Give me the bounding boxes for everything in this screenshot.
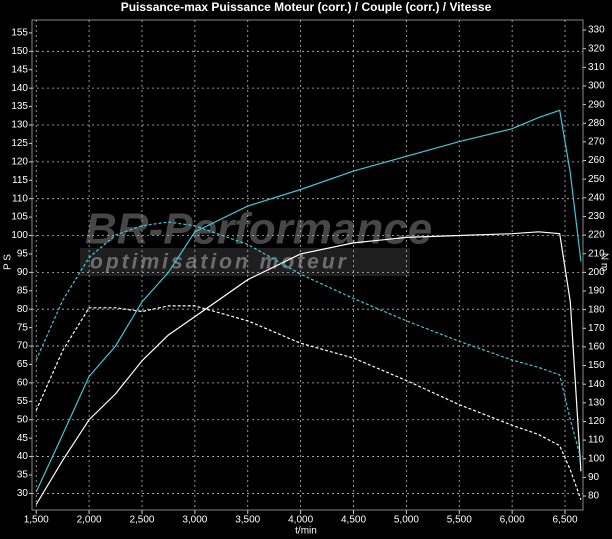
plot-layer: 1,500 2,000 2,500 3,000 3,500 4,000 4,500 5,000… bbox=[11, 20, 605, 526]
y-tick-label: 40 bbox=[17, 451, 29, 462]
y2-tick-label: 290 bbox=[588, 99, 605, 110]
y-tick-label: 65 bbox=[17, 359, 29, 370]
plot-area bbox=[31, 19, 584, 511]
y-tick-label: 55 bbox=[17, 396, 29, 407]
y2-axis-label: N m bbox=[598, 253, 609, 271]
y2-tick-label: 330 bbox=[588, 25, 605, 36]
y-tick-label: 95 bbox=[17, 249, 29, 260]
x-tick-label: 2,000 bbox=[77, 515, 102, 526]
y-tick-label: 150 bbox=[11, 46, 28, 57]
y2-tick-label: 300 bbox=[588, 81, 605, 92]
y2-tick-label: 150 bbox=[588, 360, 605, 371]
y-tick-label: 70 bbox=[17, 341, 29, 352]
series-line bbox=[35, 109, 582, 493]
y2-tick-label: 260 bbox=[588, 155, 605, 166]
y-tick-label: 110 bbox=[12, 193, 28, 204]
y2-tick-label: 220 bbox=[588, 230, 605, 241]
y-tick-label: 105 bbox=[11, 212, 28, 223]
x-tick-label: 3,000 bbox=[182, 515, 207, 526]
y-tick-label: 120 bbox=[11, 156, 28, 167]
y2-tick-label: 250 bbox=[588, 174, 605, 185]
y2-tick-label: 230 bbox=[588, 211, 605, 222]
x-tick-label: 1,500 bbox=[24, 515, 49, 526]
y2-tick-label: 90 bbox=[588, 472, 600, 483]
y-axis-label: P S bbox=[3, 254, 14, 270]
y-tick-label: 45 bbox=[17, 433, 29, 444]
y-tick-label: 80 bbox=[17, 304, 29, 315]
y-tick-label: 75 bbox=[17, 322, 29, 333]
y-tick-label: 85 bbox=[17, 285, 29, 296]
y2-tick-label: 320 bbox=[588, 43, 605, 54]
y2-tick-label: 120 bbox=[588, 416, 605, 427]
y-tick-label: 30 bbox=[17, 488, 29, 499]
y-tick-label: 135 bbox=[11, 101, 28, 112]
y2-tick-label: 180 bbox=[588, 304, 605, 315]
y2-tick-label: 270 bbox=[588, 137, 605, 148]
x-tick-label: 4,500 bbox=[341, 515, 366, 526]
y-tick-label: 35 bbox=[17, 470, 29, 481]
y2-tick-label: 170 bbox=[588, 323, 605, 334]
y2-tick-label: 280 bbox=[588, 118, 605, 129]
y2-tick-label: 190 bbox=[588, 286, 605, 297]
x-tick-label: 3,500 bbox=[235, 515, 260, 526]
y-tick-label: 145 bbox=[11, 64, 28, 75]
series-line bbox=[35, 221, 582, 459]
y2-tick-label: 130 bbox=[588, 397, 605, 408]
y2-tick-label: 80 bbox=[588, 491, 600, 502]
y-tick-label: 140 bbox=[11, 83, 28, 94]
y2-tick-label: 160 bbox=[588, 342, 605, 353]
y-tick-label: 125 bbox=[11, 138, 28, 149]
y-tick-label: 155 bbox=[11, 28, 28, 39]
y-tick-label: 90 bbox=[17, 267, 29, 278]
watermark: BR-Performance bbox=[85, 205, 432, 254]
y-tick-label: 115 bbox=[12, 175, 28, 186]
y2-tick-label: 100 bbox=[588, 453, 605, 464]
x-tick-label: 2,500 bbox=[129, 515, 154, 526]
y2-tick-label: 110 bbox=[588, 435, 604, 446]
series-line bbox=[35, 231, 582, 505]
series-line bbox=[35, 305, 582, 500]
watermark-band bbox=[80, 248, 410, 276]
y2-tick-label: 310 bbox=[588, 62, 605, 73]
y2-tick-label: 210 bbox=[588, 248, 605, 259]
watermark-subtitle: optimisation moteur bbox=[90, 251, 349, 274]
x-tick-label: 5,500 bbox=[447, 515, 472, 526]
x-tick-label: 4,000 bbox=[288, 515, 313, 526]
y2-tick-label: 240 bbox=[588, 192, 605, 203]
chart-title: Puissance-max Puissance Moteur (corr.) /… bbox=[121, 0, 492, 14]
x-tick-label: 5,000 bbox=[394, 515, 419, 526]
y-tick-label: 60 bbox=[17, 378, 29, 389]
x-tick-label: 6,000 bbox=[500, 515, 525, 526]
y2-tick-label: 140 bbox=[588, 379, 605, 390]
y-tick-label: 100 bbox=[11, 230, 28, 241]
y-tick-label: 130 bbox=[11, 120, 28, 131]
y2-tick-label: 200 bbox=[588, 267, 605, 278]
y-tick-label: 50 bbox=[17, 414, 29, 425]
x-tick-label: 6,500 bbox=[553, 515, 578, 526]
x-axis-label: t/min bbox=[295, 526, 317, 537]
